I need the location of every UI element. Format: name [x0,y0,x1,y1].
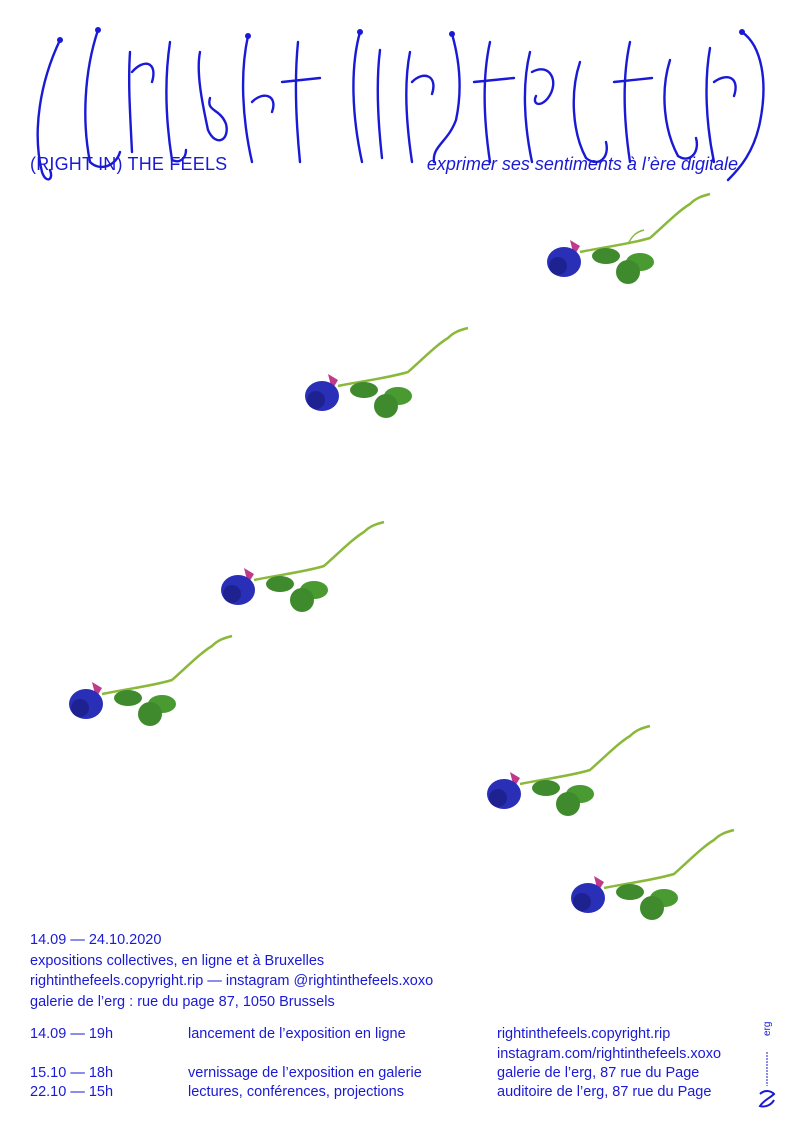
info-block: 14.09 — 24.10.2020 expositions collectiv… [30,930,433,1012]
schedule-place: galerie de l’erg, 87 rue du Page [497,1065,700,1081]
schedule-event: vernissage de l’exposition en galerie [188,1065,422,1081]
title-calligraphy [36,27,765,182]
schedule-date: 22.10 — 15h [30,1084,114,1100]
federation-logo [758,1052,776,1108]
rose-image [305,326,469,418]
rose-image [221,520,385,612]
schedule-place: auditoire de l’erg, 87 rue du Page [497,1084,712,1100]
schedule-event: lectures, conférences, projections [188,1084,404,1100]
rose-image [547,192,711,284]
event-venue: galerie de l’erg : rue du page 87, 1050 … [30,993,335,1010]
schedule-place: rightinthefeels.copyright.rip [497,1026,671,1042]
schedule-date: 15.10 — 18h [30,1065,114,1081]
subtitle-left: (RIGHT IN) THE FEELS [30,154,228,174]
schedule-place: instagram.com/rightinthefeels.xoxo [497,1046,722,1062]
rose-image [69,634,233,726]
schedule-date: 14.09 — 19h [30,1026,114,1042]
rose-image [571,828,735,920]
erg-logo: erg [762,1021,773,1036]
schedule-event: lancement de l’exposition en ligne [188,1026,406,1042]
event-description: expositions collectives, en ligne et à B… [30,952,325,969]
subtitle-right: exprimer ses sentiments à l’ère digitale [426,154,738,174]
rose-image [487,724,651,816]
event-links: rightinthefeels.copyright.rip — instagra… [30,973,434,989]
event-dates: 14.09 — 24.10.2020 [30,932,162,948]
logos: erg [752,1010,782,1110]
